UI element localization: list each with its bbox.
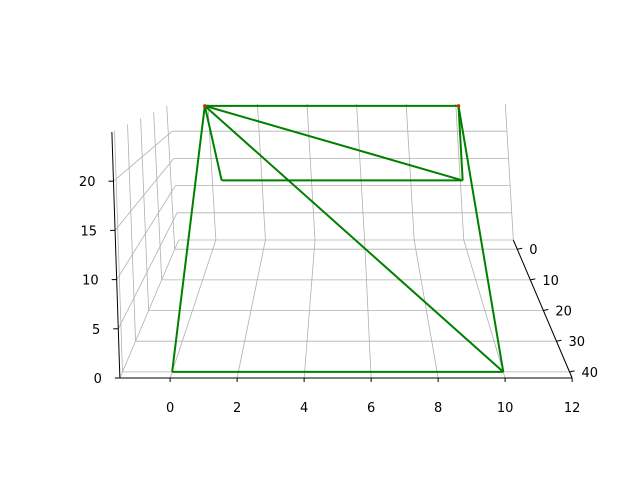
- grid-line-floor-x: [303, 239, 316, 379]
- wireframe-edge: [457, 105, 464, 181]
- grid-line-side-z: [116, 185, 176, 280]
- grid-line-back-x: [504, 103, 514, 241]
- grid-line-side-z: [114, 158, 175, 231]
- wireframe-edge: [204, 104, 463, 182]
- y-tick-label: 40: [582, 366, 599, 381]
- z-tick-label: 20: [79, 175, 96, 190]
- y-tick-label: 20: [555, 305, 572, 320]
- y-tick-mark: [556, 339, 562, 342]
- grid-line-floor-x: [236, 239, 266, 379]
- y-tick-mark: [569, 370, 575, 373]
- y-axis-line: [512, 239, 573, 379]
- grid-line-side-z: [113, 130, 173, 182]
- grid-line-back-x: [405, 103, 415, 241]
- data-layer: [171, 104, 505, 373]
- x-tick-label: 10: [497, 401, 514, 416]
- y-tick-mark: [543, 309, 549, 312]
- x-tick-label: 2: [233, 401, 241, 416]
- grid-line-side-y: [166, 105, 176, 250]
- vertex-point: [456, 104, 461, 108]
- grid-line-back-x: [455, 103, 465, 241]
- z-tick-label: 15: [81, 224, 98, 239]
- y-tick-mark: [530, 278, 536, 281]
- grid-line-floor-x: [413, 239, 439, 379]
- x-tick-label: 6: [367, 401, 375, 416]
- y-tick-label: 0: [529, 243, 537, 258]
- x-tick-label: 12: [564, 401, 581, 416]
- grid-line-side-y: [127, 124, 136, 342]
- grid-line-floor-x: [169, 239, 217, 379]
- grid-line-back-x: [356, 103, 365, 241]
- z-tick-label: 0: [94, 372, 102, 387]
- x-tick-label: 0: [166, 401, 174, 416]
- grid-line-side-z: [119, 239, 180, 379]
- grid-line-back-x: [257, 103, 266, 241]
- y-tick-mark: [517, 247, 523, 250]
- x-tick-label: 8: [434, 401, 442, 416]
- wireframe-edge: [203, 105, 223, 181]
- grid-line-floor-x: [463, 239, 506, 379]
- wireframe-edge: [171, 105, 206, 372]
- x-tick-label: 4: [300, 401, 308, 416]
- grid-line-side-y: [153, 112, 163, 280]
- grid-line-back-x: [306, 103, 316, 241]
- grid-line-side-z: [117, 212, 178, 329]
- z-axis-line: [111, 131, 121, 379]
- vertex-point: [203, 104, 207, 108]
- z-tick-label: 10: [82, 274, 99, 289]
- grid-line-floor-x: [364, 239, 372, 379]
- z-tick-label: 5: [92, 323, 100, 338]
- grid-line-side-y: [114, 130, 123, 372]
- wireframe-edge: [457, 105, 505, 373]
- axes-layer: 0 2 4 6 8 10 12 0 10 20 30 40 0 5 10 15 20: [79, 131, 599, 416]
- wireframe-edge: [204, 105, 504, 373]
- y-tick-label: 30: [568, 335, 585, 350]
- y-tick-label: 10: [542, 274, 559, 289]
- grid-line-side-y: [140, 118, 150, 311]
